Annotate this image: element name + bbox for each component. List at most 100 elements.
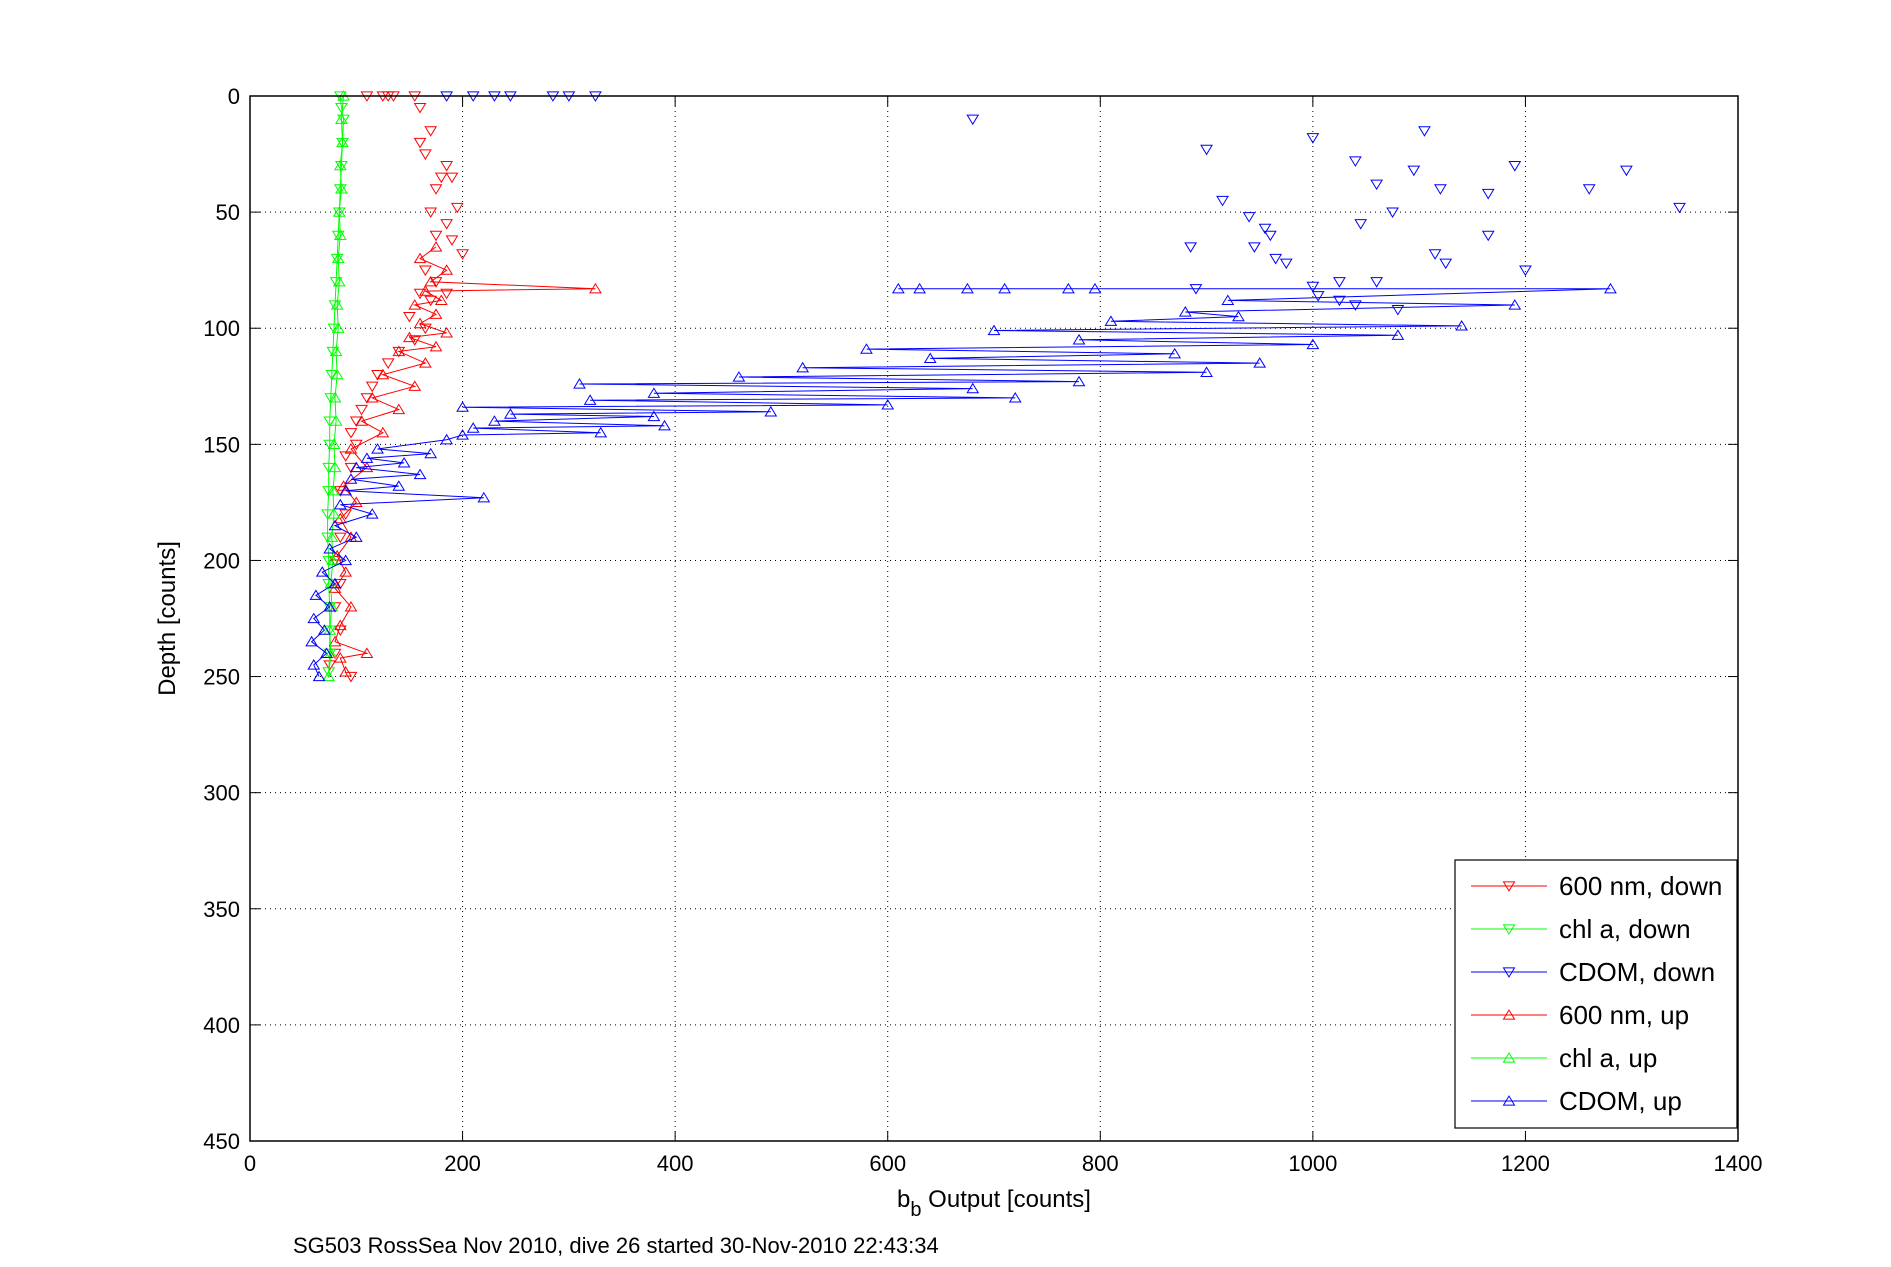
data-point (360, 452, 374, 463)
data-point (1072, 333, 1086, 345)
data-point (466, 422, 480, 433)
data-point (315, 566, 329, 577)
legend-box (1454, 859, 1738, 1129)
data-point (344, 428, 358, 439)
x-tick-label: 0 (244, 1151, 256, 1176)
data-point (330, 368, 344, 380)
data-point (322, 555, 336, 567)
data-point (333, 532, 347, 544)
data-point (1200, 144, 1213, 156)
legend-marker (1502, 924, 1516, 935)
axes-box (249, 95, 1739, 1142)
data-point (322, 670, 336, 682)
data-point (1370, 179, 1384, 191)
data-point (1428, 249, 1442, 260)
data-point (321, 532, 334, 544)
data-point (418, 265, 432, 277)
data-point (333, 229, 347, 240)
data-point (440, 264, 454, 275)
legend-marker (1502, 1052, 1516, 1063)
x-tick-label: 400 (657, 1151, 694, 1176)
data-point (335, 182, 348, 194)
legend-marker (1502, 967, 1516, 978)
data-point (325, 531, 339, 542)
data-point (392, 345, 406, 357)
data-point (424, 295, 438, 307)
data-point (429, 308, 443, 319)
data-point (324, 393, 338, 404)
data-point (413, 317, 427, 329)
data-point (413, 252, 427, 264)
y-tick-label: 100 (203, 316, 240, 341)
data-point (365, 508, 379, 519)
data-point (371, 370, 384, 381)
data-point (1269, 253, 1283, 265)
data-point (456, 401, 469, 412)
legend-marker (1502, 1009, 1516, 1020)
data-point (440, 161, 454, 172)
data-point (328, 555, 342, 567)
data-point (1455, 319, 1469, 331)
data-point (1306, 133, 1320, 144)
y-tick-label: 250 (203, 665, 240, 690)
data-point (923, 352, 937, 364)
data-point (309, 589, 323, 600)
data-point (330, 549, 344, 561)
series-5 (305, 282, 1617, 682)
data-point (764, 405, 778, 417)
data-point (504, 408, 517, 419)
data-point (440, 433, 454, 445)
data-point (424, 126, 438, 137)
data-point (413, 288, 427, 300)
data-point (360, 393, 374, 404)
data-point (1391, 305, 1405, 316)
data-point (339, 451, 353, 462)
data-point (344, 600, 358, 612)
data-point (331, 230, 345, 242)
data-point (326, 484, 340, 496)
data-point (322, 486, 336, 497)
data-point (336, 136, 349, 148)
data-point (589, 282, 602, 294)
data-point (1481, 188, 1495, 200)
x-tick-label: 1200 (1501, 1151, 1550, 1176)
data-point (418, 357, 432, 368)
data-point (647, 387, 661, 398)
x-axis-label-rest: Output [counts] (922, 1186, 1091, 1213)
data-point (307, 612, 321, 624)
figure-caption: SG503 RossSea Nov 2010, dive 26 started … (293, 1233, 939, 1258)
x-axis-label-main: b (897, 1186, 910, 1213)
data-point (1434, 184, 1447, 195)
data-point (424, 207, 438, 219)
data-point (1306, 281, 1320, 293)
data-point (434, 294, 448, 305)
y-tick-label: 0 (228, 84, 240, 109)
data-point (339, 509, 353, 520)
data-point (1306, 338, 1320, 350)
data-point (413, 102, 427, 114)
data-point (408, 299, 422, 310)
data-point (418, 285, 432, 296)
data-point (424, 275, 438, 287)
data-point (331, 252, 345, 264)
data-point (365, 381, 379, 393)
data-point (594, 426, 608, 438)
legend: 600 nm, down chl a, down CDOM, down 600 nm,… (1454, 859, 1738, 1129)
data-point (440, 326, 454, 338)
y-axis-label: Depth [counts] (154, 541, 181, 696)
data-point (355, 404, 368, 416)
data-point (371, 443, 384, 454)
legend-marker (1502, 881, 1516, 892)
data-point (418, 149, 432, 160)
data-point (327, 438, 341, 449)
data-point (891, 282, 905, 294)
y-tick-label: 300 (203, 781, 240, 806)
data-point (1178, 306, 1192, 317)
data-point (307, 659, 321, 670)
data-point (349, 416, 363, 428)
data-point (344, 443, 358, 454)
data-point (322, 667, 336, 678)
data-point (1088, 282, 1102, 294)
data-point (330, 299, 344, 310)
